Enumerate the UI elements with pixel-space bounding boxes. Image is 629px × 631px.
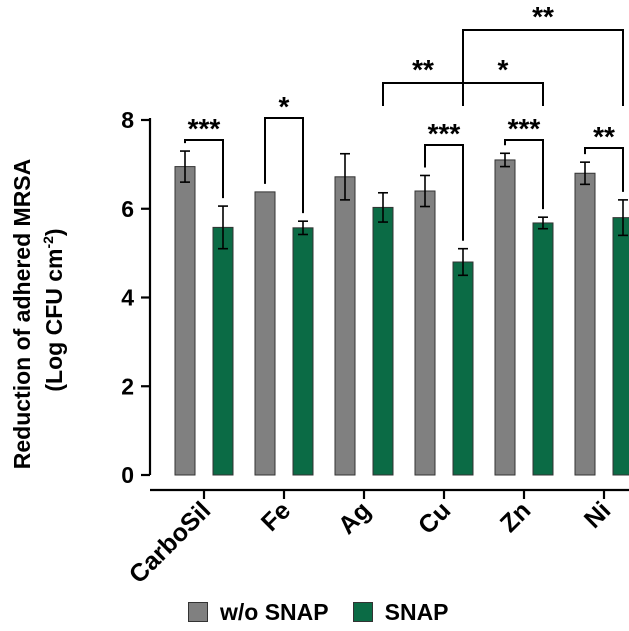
y-tick-label: 2 <box>121 373 134 399</box>
bar <box>292 227 314 476</box>
significance-label: ** <box>593 121 615 152</box>
significance-label: *** <box>188 113 221 144</box>
legend-label-wo-snap: w/o SNAP <box>220 598 329 625</box>
legend: w/o SNAP SNAP <box>188 597 473 627</box>
x-tick-label: Zn <box>495 496 536 537</box>
legend-swatch-snap <box>352 602 373 622</box>
legend-swatch-wo-snap <box>188 602 208 622</box>
x-tick-label: Ni <box>579 496 616 533</box>
x-tick-label: Cu <box>413 496 456 539</box>
x-tick-label: Ag <box>333 496 376 539</box>
significance-label: ** <box>412 54 434 85</box>
significance-bracket <box>424 144 464 241</box>
y-tick-label: 4 <box>121 285 134 311</box>
y-tick-label: 0 <box>121 462 134 488</box>
bar <box>334 176 356 476</box>
legend-item-wo-snap: w/o SNAP <box>188 599 329 626</box>
significance-bracket <box>382 82 464 106</box>
y-tick-label: 6 <box>121 196 134 222</box>
significance-label: * <box>279 91 290 122</box>
bar <box>612 217 629 476</box>
significance-label: ** <box>532 1 554 32</box>
significance-label: *** <box>428 118 461 149</box>
significance-bracket <box>462 82 544 106</box>
legend-label-snap: SNAP <box>384 598 449 625</box>
x-tick-label: Fe <box>256 496 296 536</box>
significance-label: * <box>498 54 509 85</box>
significance-label: *** <box>508 113 541 144</box>
bar <box>174 166 196 476</box>
x-tick-label: CarboSil <box>124 496 216 588</box>
y-axis-label-line2: (Log CFU cm-2) <box>40 228 67 391</box>
bar <box>452 261 474 476</box>
significance-bracket <box>184 139 224 199</box>
bar <box>254 191 276 476</box>
significance-bracket <box>504 139 544 210</box>
bar <box>414 190 436 476</box>
significance-bracket <box>264 117 304 214</box>
bar <box>532 222 554 476</box>
y-tick-label: 8 <box>121 107 134 133</box>
legend-item-snap: SNAP <box>352 598 449 626</box>
bar <box>372 206 394 476</box>
significance-bracket <box>584 147 624 192</box>
bar <box>212 226 234 476</box>
bar <box>574 172 596 476</box>
bar <box>494 159 516 476</box>
y-axis-label-line1: Reduction of adhered MRSA <box>9 159 35 470</box>
